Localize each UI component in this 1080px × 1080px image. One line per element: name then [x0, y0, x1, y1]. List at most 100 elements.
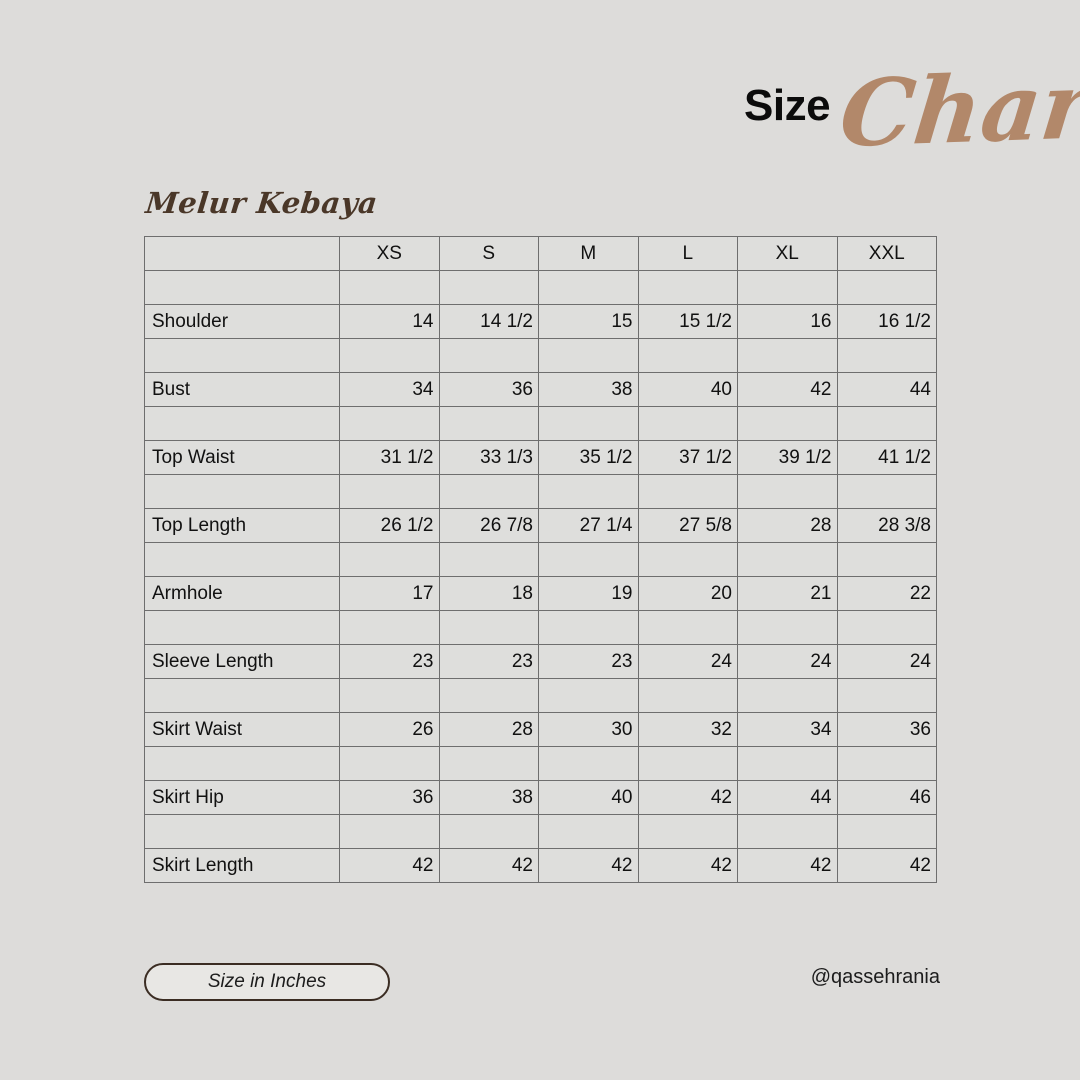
- spacer-cell: [737, 678, 838, 713]
- spacer-cell: [438, 474, 539, 509]
- cell-value: 37 1/2: [637, 440, 738, 475]
- spacer-cell: [339, 610, 440, 645]
- column-header-xs: XS: [339, 236, 440, 271]
- cell-value: 24: [637, 644, 738, 679]
- cell-value: 44: [737, 780, 838, 815]
- cell-value: 34: [737, 712, 838, 747]
- cell-value: 42: [637, 780, 738, 815]
- product-name-subtitle: Melur Kebaya: [144, 186, 380, 220]
- cell-value: 41 1/2: [836, 440, 937, 475]
- cell-value: 24: [737, 644, 838, 679]
- cell-value: 36: [438, 372, 539, 407]
- spacer-row: [144, 746, 937, 781]
- spacer-cell: [637, 474, 738, 509]
- spacer-cell: [438, 270, 539, 305]
- spacer-cell: [538, 678, 639, 713]
- table-row: Top Length 26 1/2 26 7/8 27 1/4 27 5/8 2…: [144, 508, 937, 543]
- cell-value: 36: [339, 780, 440, 815]
- cell-value: 42: [836, 848, 937, 883]
- cell-value: 26: [339, 712, 440, 747]
- column-header-m: M: [538, 236, 639, 271]
- column-header-xl: XL: [737, 236, 838, 271]
- row-label: Top Waist: [144, 440, 340, 475]
- spacer-cell: [438, 338, 539, 373]
- spacer-cell: [836, 746, 937, 781]
- spacer-cell: [144, 746, 340, 781]
- row-label: Sleeve Length: [144, 644, 340, 679]
- spacer-cell: [144, 270, 340, 305]
- cell-value: 42: [538, 848, 639, 883]
- spacer-cell: [144, 542, 340, 577]
- cell-value: 16 1/2: [836, 304, 937, 339]
- cell-value: 46: [836, 780, 937, 815]
- cell-value: 40: [637, 372, 738, 407]
- spacer-cell: [637, 270, 738, 305]
- row-label: Armhole: [144, 576, 340, 611]
- table-row: Armhole 17 18 19 20 21 22: [144, 576, 937, 611]
- spacer-cell: [637, 542, 738, 577]
- spacer-row: [144, 542, 937, 577]
- table-row: Skirt Hip 36 38 40 42 44 46: [144, 780, 937, 815]
- spacer-cell: [737, 406, 838, 441]
- spacer-cell: [637, 406, 738, 441]
- spacer-row: [144, 610, 937, 645]
- cell-value: 42: [438, 848, 539, 883]
- spacer-cell: [836, 610, 937, 645]
- spacer-cell: [438, 746, 539, 781]
- spacer-cell: [836, 338, 937, 373]
- row-label: Skirt Length: [144, 848, 340, 883]
- row-label: Bust: [144, 372, 340, 407]
- size-chart-table: XS S M L XL XXL Shoulder 14 14 1/2 15 15…: [144, 236, 937, 883]
- cell-value: 35 1/2: [538, 440, 639, 475]
- cell-value: 30: [538, 712, 639, 747]
- spacer-row: [144, 678, 937, 713]
- spacer-cell: [339, 814, 440, 849]
- header-corner-cell: [144, 236, 340, 271]
- table-row: Bust 34 36 38 40 42 44: [144, 372, 937, 407]
- spacer-cell: [438, 678, 539, 713]
- spacer-cell: [836, 678, 937, 713]
- spacer-cell: [836, 814, 937, 849]
- spacer-cell: [637, 814, 738, 849]
- cell-value: 23: [339, 644, 440, 679]
- cell-value: 23: [438, 644, 539, 679]
- cell-value: 23: [538, 644, 639, 679]
- spacer-cell: [538, 406, 639, 441]
- spacer-cell: [339, 542, 440, 577]
- spacer-cell: [144, 814, 340, 849]
- table-row: Skirt Length 42 42 42 42 42 42: [144, 848, 937, 883]
- table-header-row: XS S M L XL XXL: [144, 236, 937, 271]
- cell-value: 28: [438, 712, 539, 747]
- cell-value: 28 3/8: [836, 508, 937, 543]
- cell-value: 40: [538, 780, 639, 815]
- unit-badge-label: Size in Inches: [207, 971, 327, 992]
- title-word-chart: Chart: [835, 49, 1080, 168]
- cell-value: 14 1/2: [438, 304, 539, 339]
- cell-value: 44: [836, 372, 937, 407]
- spacer-cell: [339, 678, 440, 713]
- table-row: Skirt Waist 26 28 30 32 34 36: [144, 712, 937, 747]
- cell-value: 32: [637, 712, 738, 747]
- spacer-cell: [737, 474, 838, 509]
- cell-value: 36: [836, 712, 937, 747]
- spacer-cell: [438, 814, 539, 849]
- cell-value: 38: [538, 372, 639, 407]
- cell-value: 14: [339, 304, 440, 339]
- spacer-cell: [538, 814, 639, 849]
- page-title: Size Chart: [516, 50, 1080, 182]
- spacer-cell: [637, 678, 738, 713]
- spacer-cell: [144, 474, 340, 509]
- spacer-cell: [144, 406, 340, 441]
- spacer-cell: [637, 610, 738, 645]
- table-row: Top Waist 31 1/2 33 1/3 35 1/2 37 1/2 39…: [144, 440, 937, 475]
- spacer-cell: [538, 338, 639, 373]
- cell-value: 19: [538, 576, 639, 611]
- cell-value: 42: [737, 848, 838, 883]
- cell-value: 27 5/8: [637, 508, 738, 543]
- cell-value: 24: [836, 644, 937, 679]
- column-header-xxl: XXL: [836, 236, 937, 271]
- spacer-row: [144, 338, 937, 373]
- spacer-cell: [737, 542, 838, 577]
- spacer-row: [144, 270, 937, 305]
- table-head: XS S M L XL XXL: [144, 236, 937, 271]
